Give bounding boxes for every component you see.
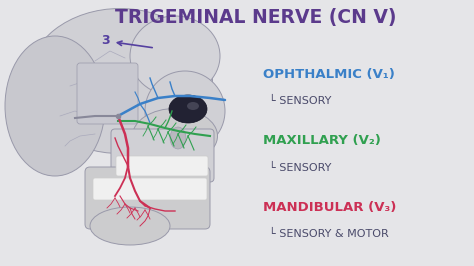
Ellipse shape bbox=[5, 36, 105, 176]
FancyBboxPatch shape bbox=[116, 156, 208, 176]
Text: 3: 3 bbox=[101, 35, 152, 48]
FancyBboxPatch shape bbox=[111, 129, 214, 182]
Text: OPHTHALMIC (V₁): OPHTHALMIC (V₁) bbox=[263, 68, 395, 81]
Ellipse shape bbox=[187, 102, 199, 110]
Ellipse shape bbox=[169, 95, 207, 123]
Ellipse shape bbox=[90, 207, 170, 245]
FancyBboxPatch shape bbox=[85, 167, 210, 229]
Ellipse shape bbox=[170, 127, 186, 149]
Text: MAXILLARY (V₂): MAXILLARY (V₂) bbox=[263, 135, 381, 147]
Ellipse shape bbox=[145, 71, 225, 151]
Text: └ SENSORY: └ SENSORY bbox=[269, 163, 332, 173]
Text: └ SENSORY: └ SENSORY bbox=[269, 96, 332, 106]
Text: TRIGEMINAL NERVE (CN V): TRIGEMINAL NERVE (CN V) bbox=[115, 8, 397, 27]
Ellipse shape bbox=[27, 9, 212, 153]
Ellipse shape bbox=[130, 16, 220, 96]
Ellipse shape bbox=[133, 109, 218, 164]
Text: └ SENSORY & MOTOR: └ SENSORY & MOTOR bbox=[269, 229, 389, 239]
FancyBboxPatch shape bbox=[77, 63, 138, 124]
Text: MANDIBULAR (V₃): MANDIBULAR (V₃) bbox=[263, 201, 396, 214]
FancyBboxPatch shape bbox=[93, 178, 207, 200]
